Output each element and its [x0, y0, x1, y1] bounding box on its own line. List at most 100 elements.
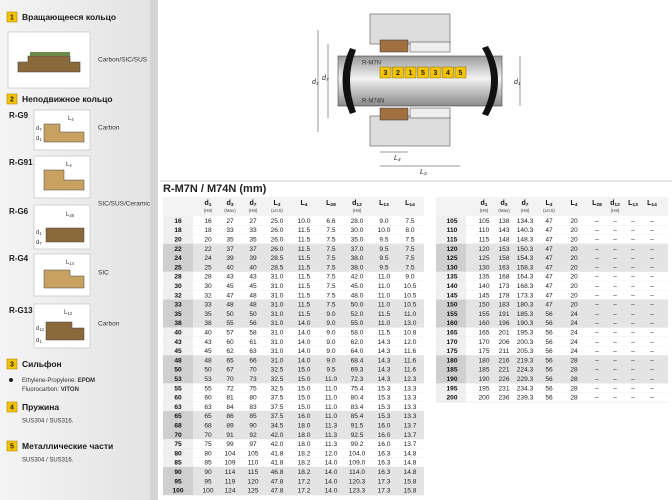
material-line: Fluorocarbon: VITON	[22, 387, 79, 393]
cell: 12.3	[404, 376, 417, 383]
cell: 191	[498, 311, 509, 318]
dim-label: L28	[66, 212, 75, 219]
row-key: 110	[447, 227, 458, 234]
cell: 11.3	[325, 423, 338, 430]
cell: 183	[498, 302, 509, 309]
cell: 55	[226, 320, 234, 327]
row-key: 105	[446, 218, 457, 225]
row-key: 55	[174, 385, 182, 392]
cell: 20	[570, 255, 578, 262]
cell: 56	[545, 339, 553, 346]
row-bg	[163, 234, 424, 244]
cell: 83.4	[351, 404, 364, 411]
dim-label: d12	[36, 326, 45, 333]
variant-code: R-G4	[9, 254, 29, 263]
row-key: 16	[174, 218, 182, 225]
cell: 91.5	[351, 423, 364, 430]
row-key: 190	[446, 376, 457, 383]
key-cell-bg	[436, 383, 466, 393]
cell: 7.5	[326, 237, 335, 244]
cell: –	[595, 264, 599, 271]
cell: 10.5	[404, 283, 417, 290]
cell: 45	[226, 283, 234, 290]
cell: 11.3	[325, 441, 338, 448]
cell: 18.2	[298, 460, 311, 467]
housing	[369, 115, 451, 147]
cell: 63	[204, 404, 212, 411]
key-cell-bg	[163, 476, 193, 486]
cell: 56	[545, 330, 553, 337]
cell: 48	[226, 302, 234, 309]
cell: –	[613, 227, 617, 234]
cell: 31.0	[271, 320, 284, 327]
cell: –	[613, 255, 617, 262]
row-key: 140	[446, 283, 457, 290]
cell: 35.0	[351, 237, 364, 244]
cell: 16.0	[378, 423, 391, 430]
key-cell-bg	[163, 336, 193, 347]
cell: 26.0	[271, 227, 284, 234]
part-number: 5	[421, 70, 425, 77]
cell: 175	[478, 348, 489, 355]
part-badge	[417, 66, 429, 79]
key-cell-bg	[436, 309, 466, 319]
cell: 56	[545, 395, 553, 402]
ring-image	[45, 321, 85, 341]
row-key: 180	[446, 357, 457, 364]
key-cell-bg	[436, 374, 466, 384]
badge-number: 1	[10, 14, 14, 21]
dimension-label: L3	[420, 169, 427, 177]
cell: 104	[224, 450, 235, 457]
cell: 60	[226, 339, 234, 346]
cell: 37	[249, 246, 257, 253]
row-key: 45	[174, 348, 182, 355]
cell: 11.5	[298, 246, 311, 253]
cell: –	[595, 330, 599, 337]
cell: 15.0	[298, 376, 311, 383]
row-key: 38	[174, 320, 182, 327]
part-badge	[454, 66, 467, 79]
cell: 56	[545, 320, 553, 327]
cell: 173	[498, 283, 509, 290]
cell: 100	[202, 488, 213, 495]
cell: 120.3	[349, 478, 366, 485]
column-sub: (H8)	[353, 208, 362, 213]
cell: –	[650, 395, 654, 402]
part-number: 3	[384, 70, 388, 77]
cell: –	[595, 367, 599, 374]
variant-code: R-G91	[9, 158, 33, 167]
cell: 26.0	[271, 246, 284, 253]
column-sub: (Max)	[224, 208, 236, 213]
cell: –	[595, 237, 599, 244]
cell: 85	[204, 460, 212, 467]
cell: –	[650, 348, 654, 355]
row-bg	[163, 346, 424, 356]
row-key: 135	[446, 274, 457, 281]
key-cell-bg	[436, 392, 466, 402]
housing	[369, 13, 451, 45]
badge-number: 4	[10, 404, 14, 411]
cell: 11.0	[378, 320, 391, 327]
cell: 28.5	[271, 255, 284, 262]
cell: 124	[224, 488, 235, 495]
cell: 34.5	[271, 423, 284, 430]
ring	[379, 107, 409, 121]
column-header: L3	[273, 200, 280, 208]
cell: 138	[498, 218, 509, 225]
cell: 9.0	[326, 311, 335, 318]
cell: 47	[545, 227, 553, 234]
row-bg	[163, 467, 424, 477]
part-badge	[404, 66, 417, 79]
cell: 48	[249, 302, 257, 309]
material: SIC	[98, 270, 109, 277]
row-key: 70	[174, 432, 182, 439]
key-cell-bg	[436, 355, 466, 365]
column-sub: (Max)	[498, 208, 510, 213]
row-key: 65	[174, 413, 182, 420]
cell: 7.5	[405, 246, 414, 253]
key-cell-bg	[163, 327, 193, 337]
row-bg	[436, 318, 668, 328]
key-cell-bg	[163, 411, 193, 421]
cell: 47.8	[271, 478, 284, 485]
key-cell-bg	[163, 485, 193, 495]
